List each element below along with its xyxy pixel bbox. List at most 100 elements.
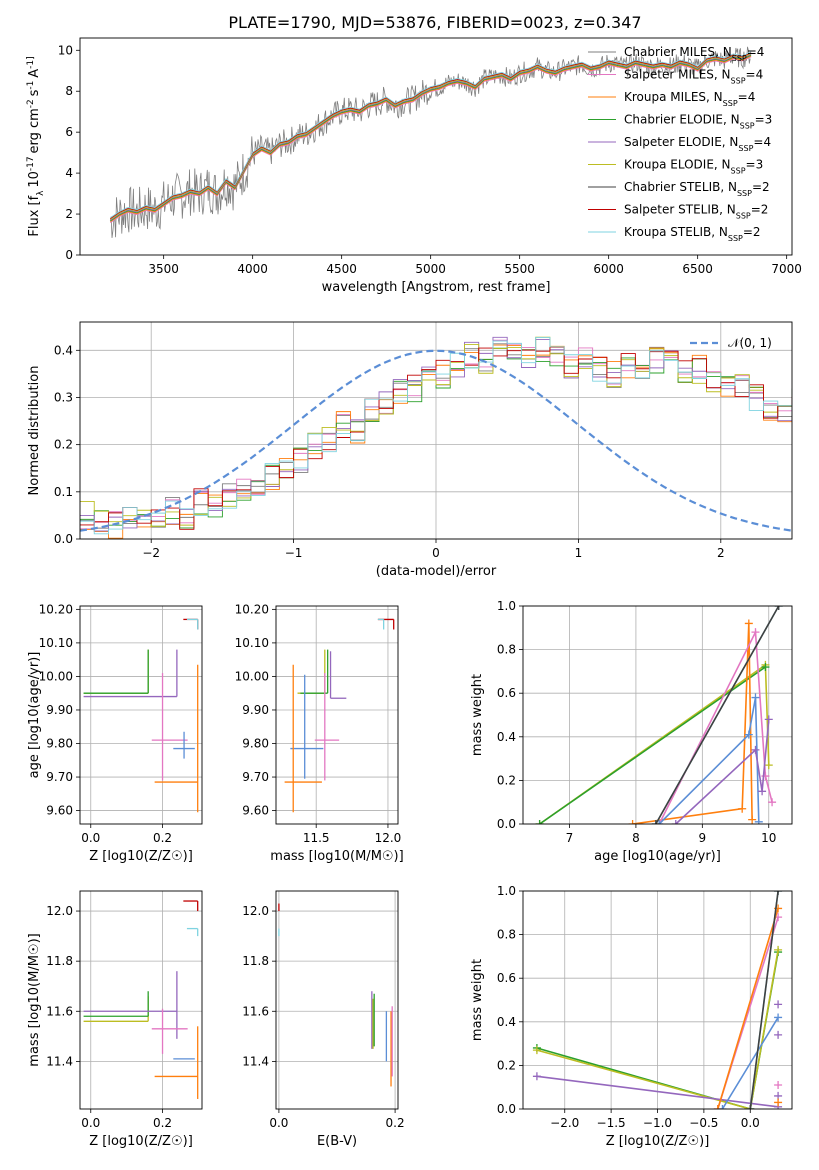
plot-area bbox=[532, 891, 783, 1109]
y-tick-label: 12.0 bbox=[46, 904, 73, 918]
y-tick-label: 11.6 bbox=[46, 1004, 73, 1018]
y-tick-label: 0.2 bbox=[54, 438, 73, 452]
y-tick-label: 0.8 bbox=[497, 643, 516, 657]
weight-marker bbox=[651, 820, 660, 824]
x-tick-label: 4000 bbox=[237, 262, 268, 276]
x-tick-label: 0.0 bbox=[741, 1116, 760, 1130]
x-tick-label: 12.0 bbox=[375, 831, 402, 845]
ticks: 3500 4000 4500 5000 5500 6000 6500 7000 0 2 4 6 8 10 bbox=[58, 43, 802, 276]
histogram-step bbox=[80, 347, 792, 529]
y-axis-label: Flux [fλ 10-17 erg cm-2 s-1 A-1] bbox=[26, 56, 46, 236]
legend-label: Kroupa STELIB, NSSP=2 bbox=[624, 225, 761, 243]
x-axis-label: mass [log10(M/M☉)] bbox=[270, 849, 403, 864]
y-axis-label: Normed distribution bbox=[27, 366, 42, 496]
ticks: 0.0 0.2 11.4 11.6 11.8 12.0 bbox=[46, 904, 172, 1130]
x-tick-label: 7000 bbox=[771, 262, 802, 276]
grid bbox=[276, 891, 398, 1109]
weight-series-line bbox=[655, 606, 780, 824]
weight-marker bbox=[748, 815, 757, 824]
x-tick-label: 4500 bbox=[326, 262, 357, 276]
histogram-step bbox=[80, 339, 792, 530]
plot-area bbox=[535, 606, 783, 824]
y-tick-label: 8 bbox=[65, 84, 73, 98]
y-tick-label: 10.00 bbox=[235, 669, 269, 683]
y-tick-label: 9.60 bbox=[242, 804, 269, 818]
panel-mass_weight_vs_Z: −2.0 −1.5 −1.0 −0.5 0.0 0.0 0.2 0.4 0.6 0.8 1.0 Z [… bbox=[470, 884, 793, 1149]
ticks: 7 8 9 10 0.0 0.2 0.4 0.6 0.8 1.0 bbox=[497, 599, 776, 845]
y-tick-label: 0.6 bbox=[497, 686, 516, 700]
y-tick-label: 0.4 bbox=[497, 1015, 516, 1029]
y-tick-label: 0.6 bbox=[497, 971, 516, 985]
weight-marker bbox=[774, 1013, 783, 1022]
weight-marker bbox=[754, 817, 763, 824]
normal-curve bbox=[80, 349, 792, 532]
spectrum-model-line bbox=[110, 54, 752, 222]
figure-title: PLATE=1790, MJD=53876, FIBERID=0023, z=0… bbox=[228, 13, 641, 32]
grid bbox=[80, 322, 792, 540]
spectrum-model-line bbox=[110, 52, 752, 219]
weight-series-line bbox=[536, 949, 779, 1109]
panel-mass_vs_Z: 0.0 0.2 11.4 11.6 11.8 12.0 Z [log10(Z/Z☉)] mas… bbox=[27, 890, 203, 1149]
y-tick-label: 2 bbox=[65, 207, 73, 221]
y-axis-label: mass [log10(M/M☉)] bbox=[27, 933, 42, 1066]
weight-marker bbox=[532, 1046, 541, 1055]
weight-marker bbox=[744, 619, 753, 628]
legend-label: Chabrier MILES, NSSP=4 bbox=[624, 45, 764, 63]
x-tick-label: 10 bbox=[761, 831, 776, 845]
weight-marker bbox=[628, 820, 637, 824]
y-tick-label: 0.0 bbox=[497, 817, 516, 831]
weight-series-line bbox=[536, 1075, 779, 1108]
x-tick-label: 0.2 bbox=[153, 831, 172, 845]
y-tick-label: 0.0 bbox=[54, 532, 73, 546]
x-tick-label: −1 bbox=[285, 546, 303, 560]
x-tick-label: 0.0 bbox=[269, 1116, 288, 1130]
plot-area bbox=[278, 903, 393, 1087]
y-tick-label: 0.3 bbox=[54, 390, 73, 404]
x-tick-label: −1.5 bbox=[597, 1116, 626, 1130]
weight-marker bbox=[713, 1105, 722, 1109]
y-tick-label: 9.70 bbox=[242, 770, 269, 784]
y-tick-label: 6 bbox=[65, 125, 73, 139]
x-axis-label: age [log10(age/yr)] bbox=[594, 849, 721, 864]
x-tick-label: 0.0 bbox=[81, 831, 100, 845]
weight-marker bbox=[768, 798, 777, 807]
y-tick-label: 0.2 bbox=[497, 1058, 516, 1072]
weight-series-line bbox=[632, 623, 753, 824]
weight-marker bbox=[774, 891, 783, 895]
weight-marker bbox=[758, 787, 767, 796]
grid bbox=[80, 606, 202, 824]
x-tick-label: 0 bbox=[432, 546, 440, 560]
axes-frame bbox=[522, 890, 793, 1110]
legend-label: Kroupa MILES, NSSP=4 bbox=[624, 90, 755, 108]
ticks: 0.0 0.2 9.60 9.70 9.80 9.90 10.00 10.10 10.20 bbox=[39, 602, 172, 845]
plot-area bbox=[109, 46, 752, 238]
y-tick-label: 0 bbox=[65, 248, 73, 262]
x-axis-label: (data-model)/error bbox=[376, 564, 497, 579]
y-axis-label: age [log10(age/yr)] bbox=[27, 652, 42, 779]
y-axis-label: mass weight bbox=[470, 959, 485, 1041]
x-tick-label: 2 bbox=[717, 546, 725, 560]
x-tick-label: 0.2 bbox=[386, 1116, 405, 1130]
legend-label: Salpeter MILES, NSSP=4 bbox=[624, 68, 763, 86]
axes-frame bbox=[275, 605, 399, 825]
weight-marker bbox=[535, 820, 544, 824]
y-tick-label: 10.10 bbox=[39, 636, 73, 650]
axes-frame bbox=[275, 890, 399, 1110]
axes-frame bbox=[79, 321, 793, 540]
y-tick-label: 10.10 bbox=[235, 636, 269, 650]
y-tick-label: 10.20 bbox=[235, 602, 269, 616]
plot-area bbox=[284, 618, 395, 813]
panel-mass_vs_ebv: 0.0 0.2 11.4 11.6 11.8 12.0 E(B-V) bbox=[242, 890, 405, 1149]
axes-frame bbox=[79, 605, 203, 825]
y-tick-label: 0.1 bbox=[54, 485, 73, 499]
ticks: 11.5 12.0 9.60 9.70 9.80 9.90 10.00 10.10 10.20 bbox=[235, 602, 402, 845]
legend-label: Chabrier STELIB, NSSP=2 bbox=[624, 180, 770, 198]
legend-label: Kroupa ELODIE, NSSP=3 bbox=[624, 158, 763, 176]
y-tick-label: 9.80 bbox=[242, 737, 269, 751]
spectrum-model-line bbox=[110, 53, 752, 221]
weight-series-line bbox=[539, 666, 766, 824]
weight-marker bbox=[774, 1030, 783, 1039]
weight-series-line bbox=[658, 629, 773, 824]
x-tick-label: 9 bbox=[699, 831, 707, 845]
